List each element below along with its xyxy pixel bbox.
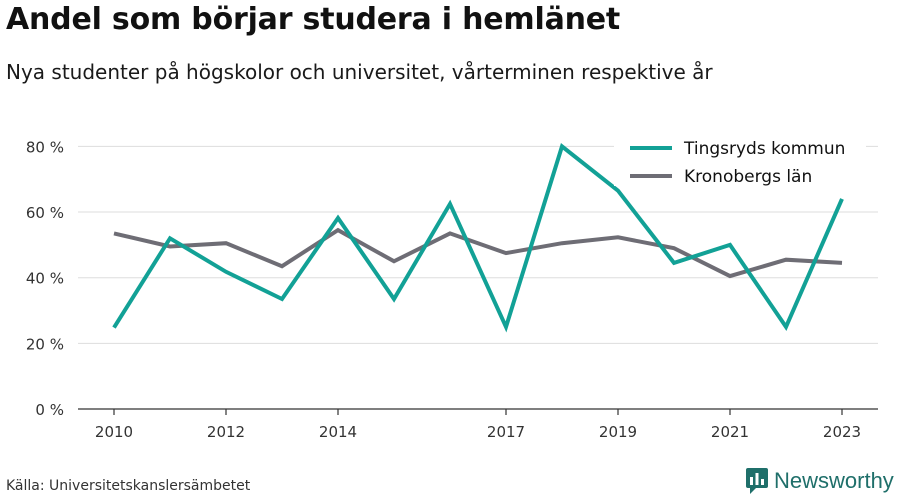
line-chart: 0 % 20 % 40 % 60 % 80 % 2010 2012 2014 2017 2019 2… [25, 138, 878, 441]
x-tick-label: 2017 [487, 423, 525, 441]
brand-name: Newsworthy [774, 468, 894, 493]
newsworthy-logo-icon [746, 468, 768, 494]
x-tick-label: 2019 [599, 423, 637, 441]
chart-title: Andel som börjar studera i hemlänet [6, 2, 621, 37]
series-line-kronobergs-lan [113, 227, 843, 279]
brand-logo: Newsworthy [746, 468, 894, 494]
legend-label: Tingsryds kommun [683, 139, 845, 159]
x-tick-label: 2023 [823, 423, 861, 441]
y-tick-label: 60 % [26, 204, 64, 222]
series-line-tingsryds-kommun [112, 143, 844, 333]
legend-label: Kronobergs län [684, 167, 812, 187]
x-tick-label: 2021 [711, 423, 749, 441]
chart-subtitle: Nya studenter på högskolor och universit… [6, 60, 713, 84]
x-tick-label: 2010 [95, 423, 133, 441]
x-tick-label: 2014 [319, 423, 357, 441]
y-tick-label: 40 % [26, 270, 64, 288]
y-tick-label: 20 % [26, 335, 64, 353]
x-tick-label: 2012 [207, 423, 245, 441]
source-note: Källa: Universitetskanslersämbetet [6, 478, 251, 494]
y-tick-label: 0 % [35, 401, 64, 419]
y-tick-label: 80 % [26, 138, 64, 156]
